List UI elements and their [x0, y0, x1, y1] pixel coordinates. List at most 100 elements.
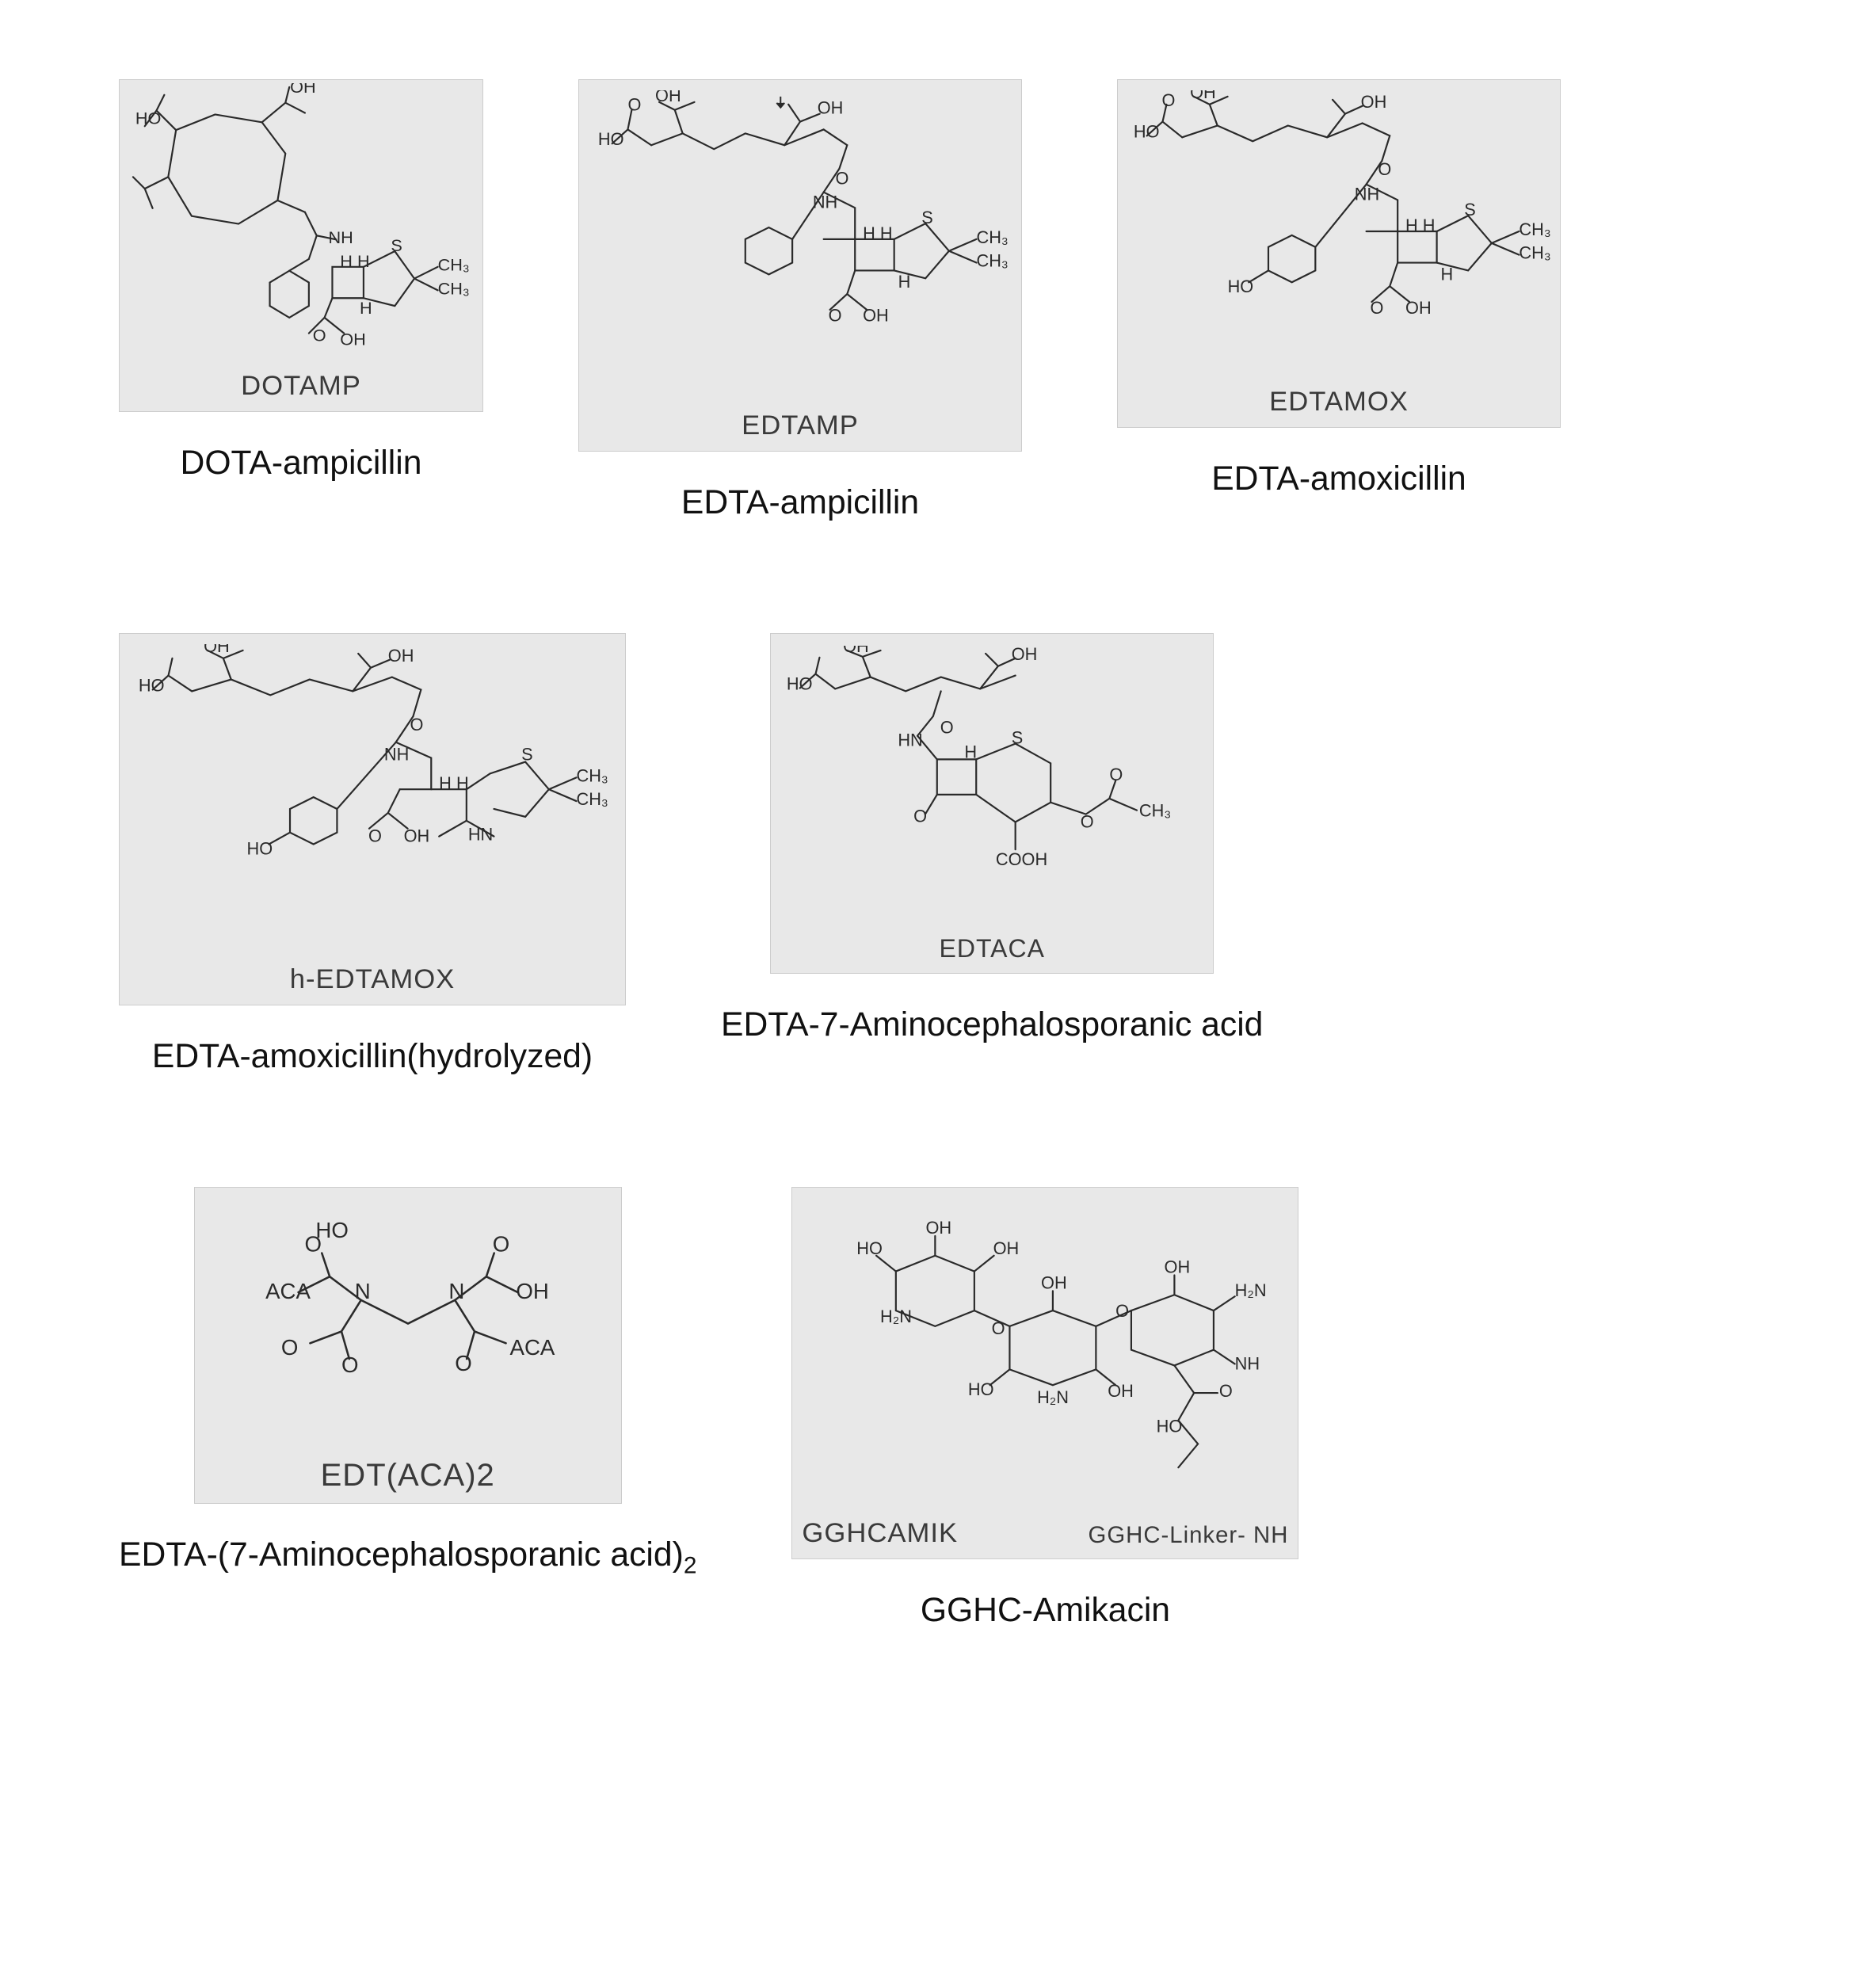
- svg-text:OH: OH: [340, 329, 366, 349]
- svg-text:OH: OH: [1165, 1257, 1191, 1277]
- svg-text:OH: OH: [516, 1279, 548, 1303]
- svg-text:H: H: [898, 273, 911, 292]
- svg-text:NH: NH: [384, 744, 409, 764]
- caption-hedtamox: EDTA-amoxicillin(hydrolyzed): [152, 1037, 593, 1076]
- svg-text:CH₃: CH₃: [1519, 243, 1550, 263]
- svg-text:H: H: [965, 742, 978, 761]
- svg-text:CH₃: CH₃: [576, 765, 608, 785]
- svg-text:OH: OH: [843, 646, 869, 656]
- svg-text:COOH: COOH: [996, 849, 1047, 869]
- figure-edtamp: HO OH OH O O NH H H S CH₃ CH₃ OH O: [578, 79, 1022, 522]
- svg-text:S: S: [1464, 200, 1476, 219]
- row-3: ACA O O OH ACA O N N O O HO: [119, 1187, 1757, 1630]
- structure-box-edtaca2: ACA O O OH ACA O N N O O HO: [194, 1187, 622, 1504]
- svg-text:ACA: ACA: [509, 1335, 555, 1360]
- svg-text:OH: OH: [926, 1218, 952, 1238]
- internal-label-dotamp: DOTAMP: [241, 371, 361, 402]
- structure-svg-edtaca2: ACA O O OH ACA O N N O O HO: [204, 1204, 612, 1452]
- svg-text:HO: HO: [1157, 1417, 1183, 1436]
- svg-text:H H: H H: [340, 251, 369, 271]
- structure-box-edtamp: HO OH OH O O NH H H S CH₃ CH₃ OH O: [578, 79, 1022, 452]
- svg-text:ACA: ACA: [265, 1279, 311, 1303]
- figure-dotamp: HO OH NH CH₃ CH₃ OH O S H H H DOT: [119, 79, 483, 483]
- svg-text:HO: HO: [857, 1238, 883, 1258]
- svg-text:O: O: [835, 169, 848, 189]
- svg-text:CH₃: CH₃: [976, 251, 1008, 271]
- svg-text:O: O: [992, 1318, 1005, 1338]
- svg-text:O: O: [1371, 298, 1384, 318]
- svg-text:O: O: [940, 718, 954, 738]
- structure-svg-edtamox: HO OH OH O O NH HO H H S CH₃ CH₃ OH: [1127, 90, 1550, 380]
- svg-text:HN: HN: [898, 731, 923, 750]
- svg-text:HO: HO: [247, 838, 273, 858]
- svg-text:OH: OH: [993, 1238, 1020, 1258]
- svg-text:HO: HO: [315, 1218, 348, 1242]
- svg-text:O: O: [1219, 1381, 1233, 1401]
- svg-text:OH: OH: [204, 644, 230, 656]
- svg-text:H: H: [360, 298, 372, 318]
- svg-text:O: O: [455, 1351, 472, 1375]
- svg-text:O: O: [368, 826, 382, 845]
- svg-text:NH: NH: [329, 227, 353, 247]
- figure-hedtamox: HO OH OH O NH HO H H S HN CH₃ CH₃ OH: [119, 633, 626, 1076]
- svg-text:HO: HO: [598, 130, 624, 150]
- figure-edtamox: HO OH OH O O NH HO H H S CH₃ CH₃ OH: [1117, 79, 1561, 498]
- caption-edtamp: EDTA-ampicillin: [681, 483, 919, 522]
- caption-edtaca: EDTA-7-Aminocephalosporanic acid: [721, 1005, 1263, 1044]
- row-2: HO OH OH O NH HO H H S HN CH₃ CH₃ OH: [119, 633, 1757, 1076]
- svg-text:O: O: [1378, 159, 1391, 179]
- svg-text:H₂N: H₂N: [1038, 1387, 1070, 1407]
- svg-text:S: S: [521, 744, 533, 764]
- svg-text:HO: HO: [139, 675, 165, 695]
- svg-text:O: O: [281, 1335, 299, 1360]
- structure-svg-edtaca: HO OH OH HN H S O COOH O O CH₃ O: [780, 646, 1203, 928]
- svg-text:H₂N: H₂N: [1235, 1280, 1267, 1300]
- svg-text:O: O: [829, 306, 842, 326]
- internal-label-gghcamik: GGHCAMIK: [802, 1518, 958, 1549]
- svg-text:HN: HN: [468, 824, 493, 844]
- svg-text:H H: H H: [439, 773, 468, 793]
- svg-text:O: O: [913, 807, 927, 826]
- internal-label-edtamp: EDTAMP: [742, 410, 859, 441]
- svg-text:NH: NH: [1355, 185, 1379, 204]
- figure-edtaca: HO OH OH HN H S O COOH O O CH₃ O: [721, 633, 1263, 1044]
- svg-text:H₂N: H₂N: [880, 1307, 912, 1326]
- internal-label-edtaca: EDTACA: [939, 934, 1044, 963]
- svg-text:OH: OH: [1190, 90, 1216, 102]
- svg-text:OH: OH: [290, 83, 316, 97]
- svg-text:OH: OH: [1041, 1272, 1067, 1292]
- svg-text:HO: HO: [968, 1379, 994, 1399]
- figure-gghcamik: HO OH OH H₂N O OH HO OH H₂N O OH H₂N: [791, 1187, 1298, 1630]
- svg-text:H H: H H: [1405, 216, 1435, 235]
- figure-edtaca2: ACA O O OH ACA O N N O O HO: [119, 1187, 696, 1580]
- svg-text:OH: OH: [1361, 92, 1387, 112]
- svg-text:OH: OH: [655, 90, 681, 105]
- svg-text:OH: OH: [1012, 646, 1038, 664]
- svg-text:OH: OH: [1108, 1381, 1134, 1401]
- caption-gghcamik: GGHC-Amikacin: [921, 1591, 1170, 1630]
- svg-text:S: S: [921, 208, 933, 228]
- structure-svg-edtamp: HO OH OH O O NH H H S CH₃ CH₃ OH O: [589, 90, 1012, 404]
- svg-text:S: S: [1012, 728, 1024, 748]
- svg-text:O: O: [341, 1352, 359, 1377]
- structure-box-edtamox: HO OH OH O O NH HO H H S CH₃ CH₃ OH: [1117, 79, 1561, 428]
- structure-svg-gghcamik: HO OH OH H₂N O OH HO OH H₂N O OH H₂N: [802, 1204, 1288, 1512]
- structure-box-hedtamox: HO OH OH O NH HO H H S HN CH₃ CH₃ OH: [119, 633, 626, 1005]
- svg-text:H: H: [1441, 264, 1454, 284]
- page-root: HO OH NH CH₃ CH₃ OH O S H H H DOT: [0, 0, 1876, 1980]
- svg-text:CH₃: CH₃: [976, 227, 1008, 247]
- svg-text:OH: OH: [388, 646, 414, 666]
- svg-text:HO: HO: [1228, 277, 1254, 296]
- svg-text:OH: OH: [863, 306, 889, 326]
- caption-edtamox: EDTA-amoxicillin: [1211, 460, 1466, 498]
- svg-text:OH: OH: [404, 826, 430, 845]
- svg-text:N: N: [354, 1279, 370, 1303]
- structure-box-edtaca: HO OH OH HN H S O COOH O O CH₃ O: [770, 633, 1214, 974]
- svg-text:CH₃: CH₃: [438, 255, 470, 275]
- svg-text:H H: H H: [863, 223, 892, 243]
- row-1: HO OH NH CH₃ CH₃ OH O S H H H DOT: [119, 79, 1757, 522]
- svg-text:NH: NH: [813, 193, 837, 212]
- svg-text:O: O: [313, 325, 326, 345]
- svg-text:NH: NH: [1235, 1353, 1260, 1373]
- svg-text:O: O: [1162, 90, 1176, 110]
